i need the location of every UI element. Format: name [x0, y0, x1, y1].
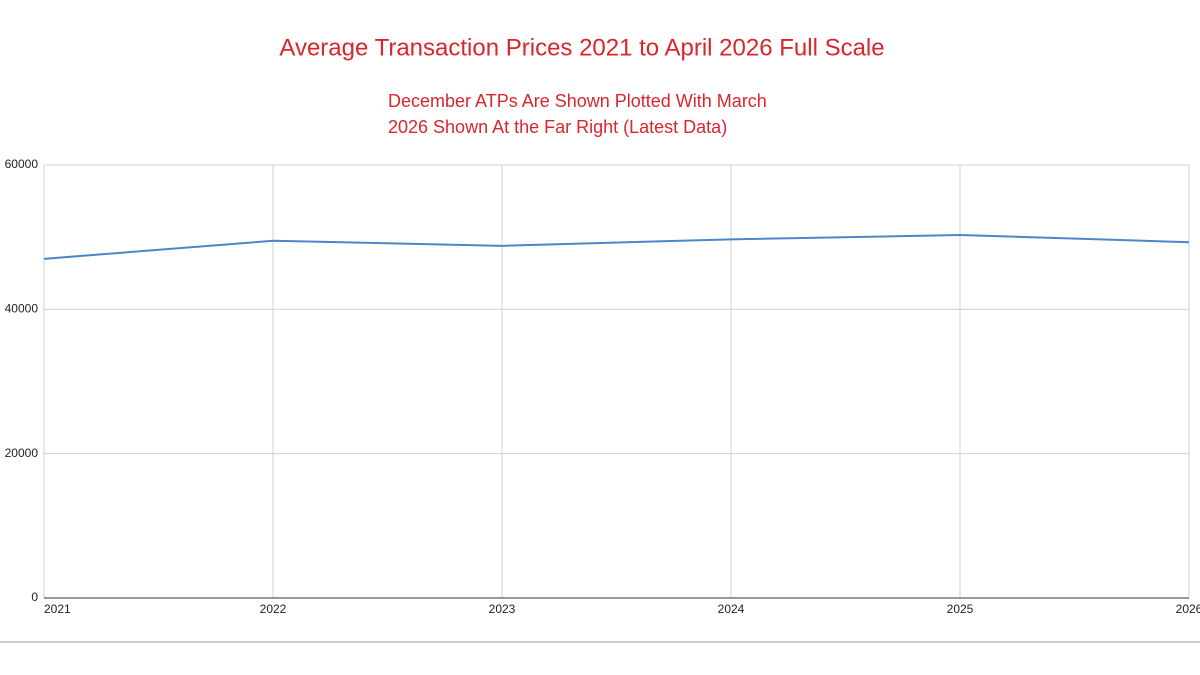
x-tick-label: 2022 [260, 602, 287, 616]
chart-title: Average Transaction Prices 2021 to April… [279, 34, 884, 61]
chart-subtitle: December ATPs Are Shown Plotted With Mar… [388, 91, 767, 111]
y-tick-label: 60000 [5, 157, 39, 171]
x-tick-label: 2026 [1176, 602, 1200, 616]
plot-area: 0 20000 40000 60000 2021 2022 2023 2024 2025 2026 [5, 157, 1200, 616]
x-tick-label: 2024 [718, 602, 745, 616]
x-tick-label: 2021 [44, 602, 71, 616]
x-tick-label: 2025 [947, 602, 974, 616]
data-line [43, 234, 1190, 260]
y-tick-label: 20000 [5, 446, 39, 460]
y-tick-label: 40000 [5, 302, 39, 316]
chart-subtitle: 2026 Shown At the Far Right (Latest Data… [388, 117, 727, 137]
y-tick-label: 0 [31, 590, 38, 604]
x-tick-label: 2023 [489, 602, 516, 616]
